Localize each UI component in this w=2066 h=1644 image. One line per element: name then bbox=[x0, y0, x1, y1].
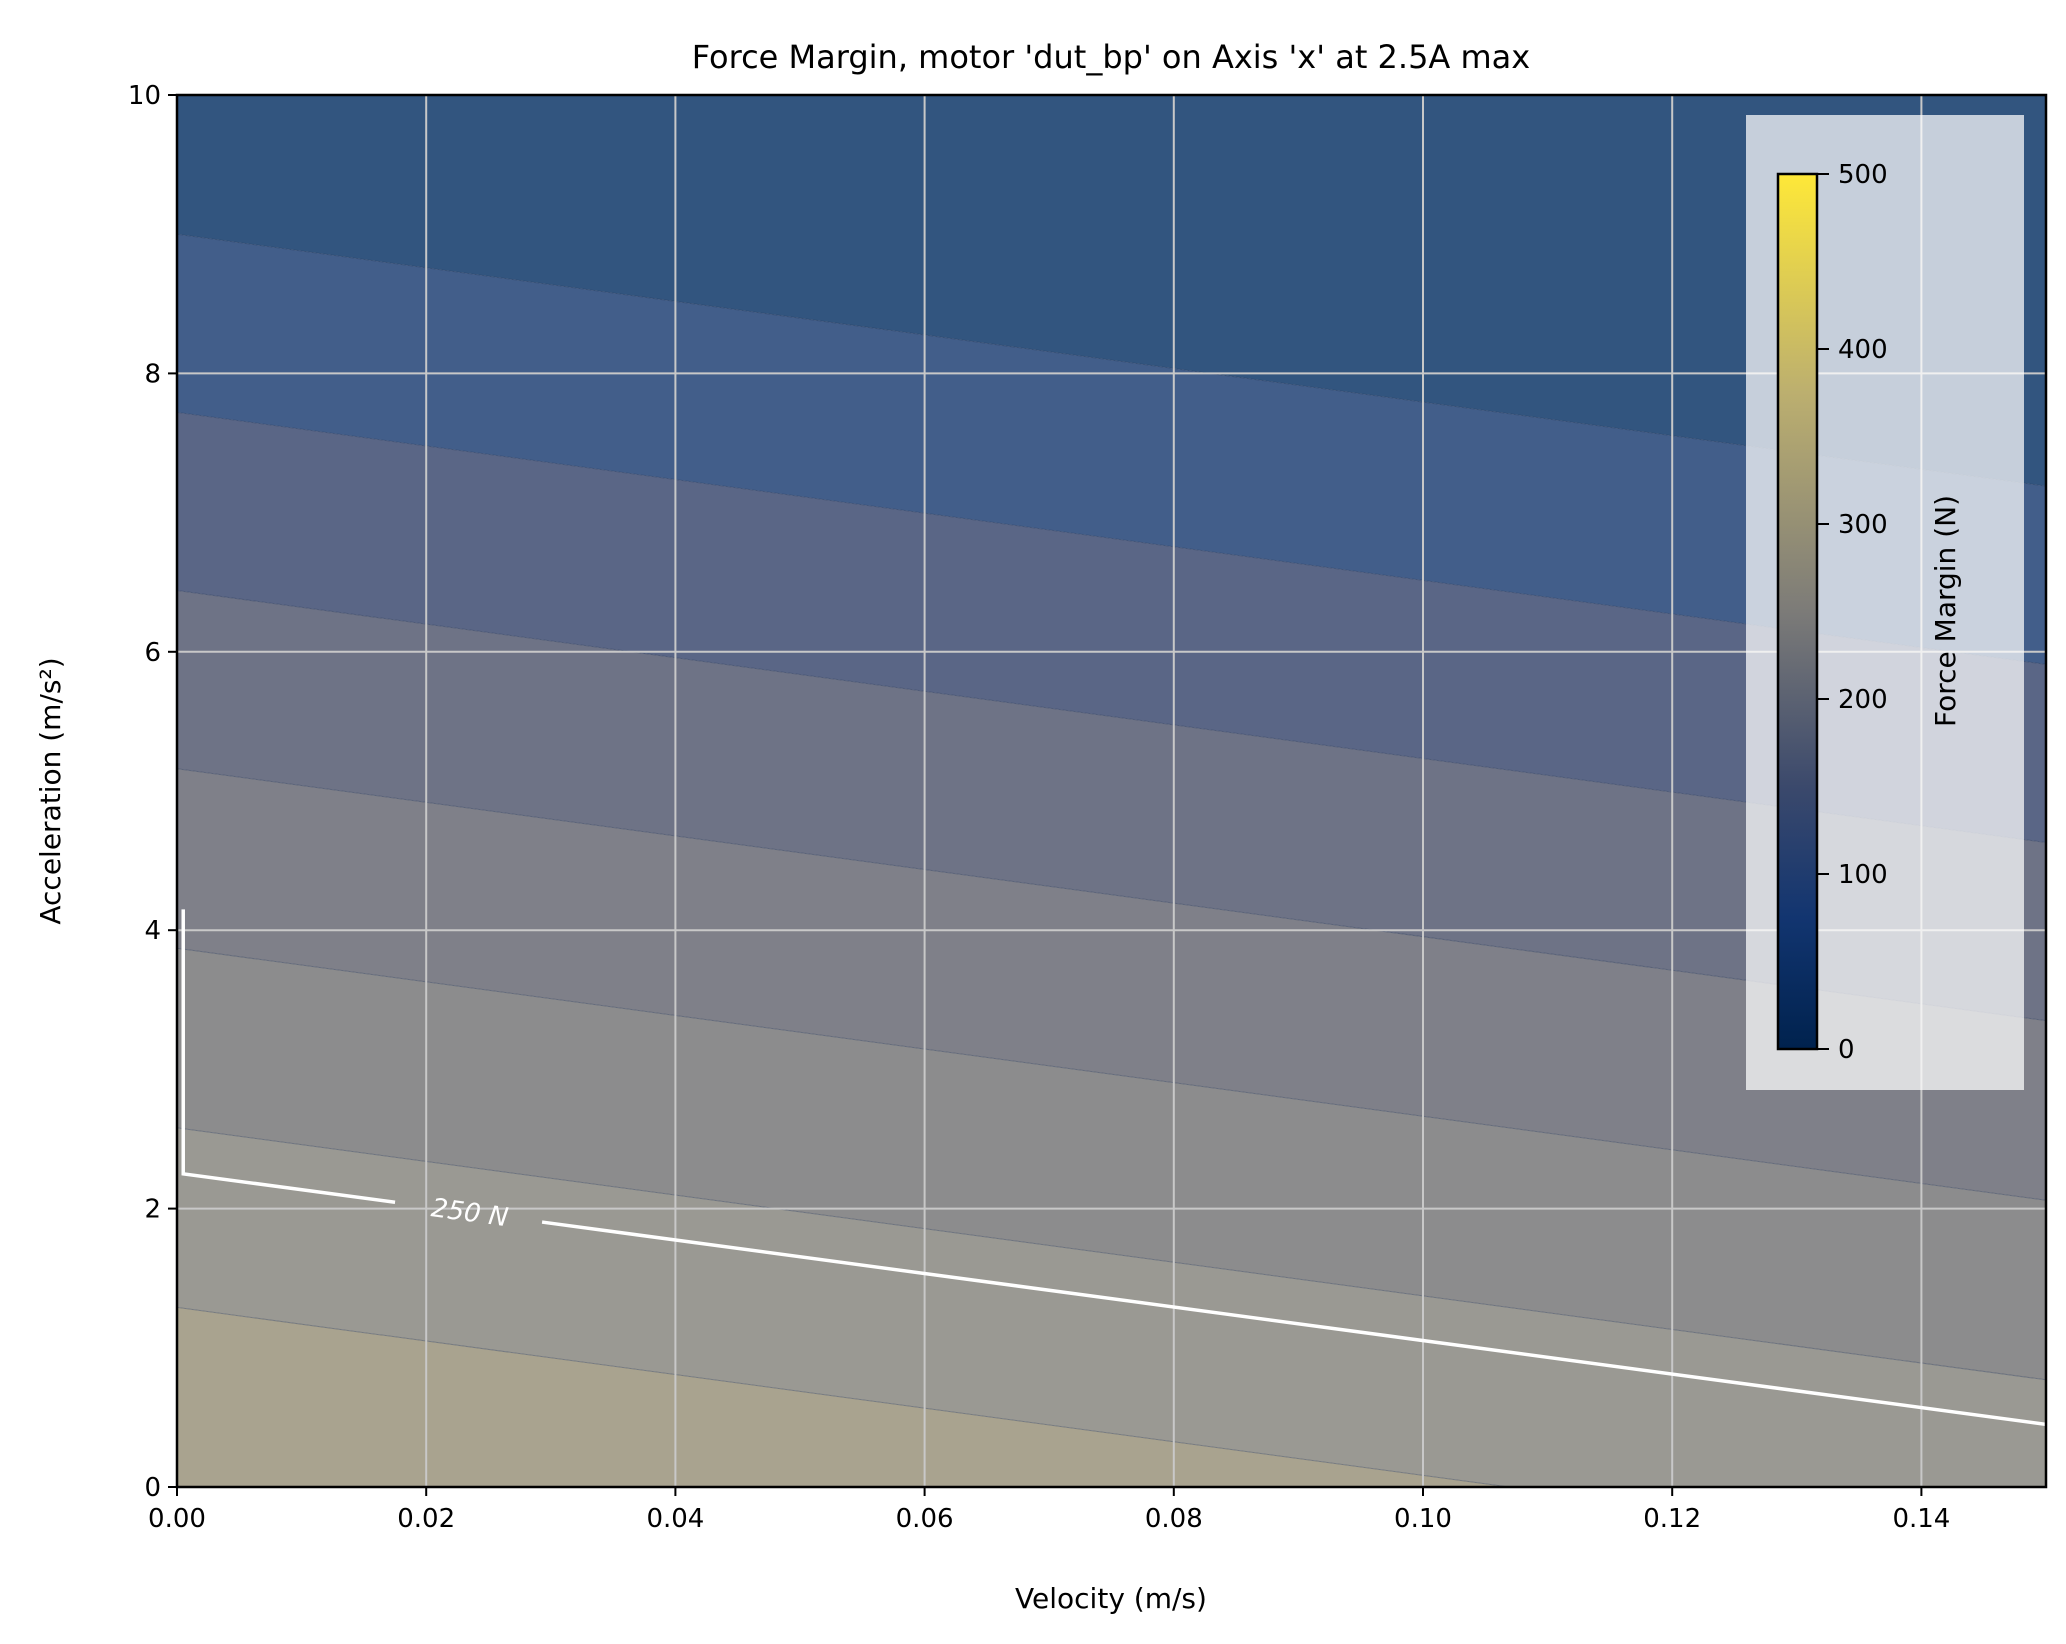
contour-band bbox=[177, 948, 2046, 1380]
colorbar bbox=[1776, 172, 1819, 1051]
x-axis-ticks: 0.00 0.02 0.04 0.06 0.08 0.10 0.12 0.14 bbox=[148, 1487, 1950, 1534]
colorbar-tick-label: 0 bbox=[1838, 1035, 1855, 1065]
y-tick-label: 0 bbox=[144, 1473, 161, 1503]
contour-band bbox=[177, 234, 2046, 665]
x-tick-label: 0.06 bbox=[896, 1504, 954, 1534]
x-tick-label: 0.12 bbox=[1643, 1504, 1701, 1534]
colorbar-tick-label: 400 bbox=[1838, 335, 1888, 365]
band-boundary bbox=[177, 590, 2046, 843]
x-tick-label: 0.08 bbox=[1145, 1504, 1203, 1534]
contour-band bbox=[177, 1127, 2046, 1487]
band-boundary bbox=[177, 411, 2046, 665]
x-tick-label: 0.02 bbox=[397, 1504, 455, 1534]
y-tick-label: 2 bbox=[144, 1195, 161, 1225]
plot-frame bbox=[175, 93, 2048, 1489]
band-boundary bbox=[177, 1306, 1513, 1487]
colorbar-tick-label: 500 bbox=[1838, 160, 1888, 190]
y-axis-ticks: 0 2 4 6 8 10 bbox=[128, 81, 177, 1503]
y-tick-label: 8 bbox=[144, 359, 161, 389]
contour-line-250 bbox=[181, 909, 2046, 1427]
x-tick-label: 0.04 bbox=[646, 1504, 704, 1534]
colorbar-tick-label: 200 bbox=[1838, 685, 1888, 715]
y-tick-label: 6 bbox=[144, 638, 161, 668]
band-boundary bbox=[177, 768, 2046, 1022]
y-tick-label: 10 bbox=[128, 81, 161, 111]
chart-title: Force Margin, motor 'dut_bp' on Axis 'x'… bbox=[692, 38, 1530, 76]
contour-line-segment bbox=[181, 909, 396, 1205]
contour-band bbox=[177, 590, 2046, 1021]
contour-band bbox=[177, 768, 2046, 1201]
contour-band bbox=[177, 95, 2046, 487]
contour-line-segment bbox=[541, 1220, 2046, 1427]
contour-band bbox=[177, 412, 2046, 843]
y-tick-label: 4 bbox=[144, 916, 161, 946]
x-axis-label: Velocity (m/s) bbox=[1015, 1582, 1207, 1615]
colorbar-ticks: 0 100 200 300 400 500 bbox=[1817, 160, 1888, 1065]
band-boundary bbox=[177, 1127, 2046, 1381]
colorbar-label: Force Margin (N) bbox=[1929, 495, 1962, 727]
colorbar-tick-label: 100 bbox=[1838, 860, 1888, 890]
band-boundary bbox=[177, 947, 2046, 1201]
colorbar-tick-label: 300 bbox=[1838, 510, 1888, 540]
x-tick-label: 0.14 bbox=[1892, 1504, 1950, 1534]
grid-lines bbox=[177, 95, 2046, 1487]
x-tick-label: 0.00 bbox=[148, 1504, 206, 1534]
contour-band bbox=[177, 1307, 2046, 1487]
contour-bands bbox=[177, 95, 2046, 1487]
band-boundary bbox=[177, 233, 2046, 487]
x-tick-label: 0.10 bbox=[1394, 1504, 1452, 1534]
y-axis-label: Acceleration (m/s²) bbox=[34, 657, 67, 924]
